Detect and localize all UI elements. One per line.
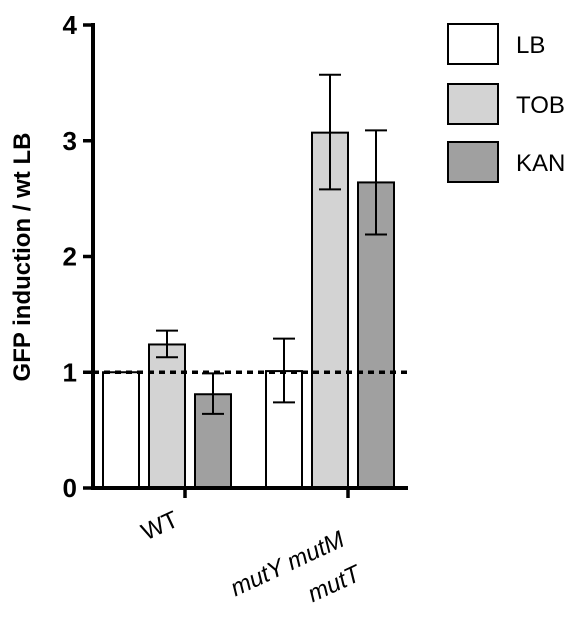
bar-kan-2 — [357, 181, 395, 489]
error-bar-kan-2 — [365, 129, 387, 236]
legend-swatch-kan — [447, 141, 499, 183]
legend-label-kan: KAN — [516, 150, 565, 177]
legend-swatch-tob — [447, 83, 499, 125]
legend-label-lb: LB — [516, 32, 545, 59]
y-tick-label-3: 3 — [63, 126, 77, 156]
axes-layer — [83, 23, 408, 498]
legend-item-kan: KAN — [447, 141, 565, 183]
legend-item-tob: TOB — [447, 83, 565, 125]
legend-label-tob: TOB — [516, 92, 565, 119]
y-tick-label-4: 4 — [63, 10, 78, 40]
error-bars-layer — [156, 73, 387, 415]
y-tick-label-1: 1 — [63, 357, 77, 387]
legend-swatch-lb — [447, 23, 499, 65]
category-label-1-line-1: WT — [137, 506, 183, 546]
bar-tob-1 — [148, 343, 186, 489]
y-axis-label: GFP induction / wt LB — [9, 133, 36, 382]
y-tick-label-0: 0 — [63, 473, 77, 503]
legend-item-lb: LB — [447, 23, 545, 65]
y-tick-label-2: 2 — [63, 242, 77, 272]
bar-tob-2 — [311, 131, 349, 490]
error-bar-tob-2 — [319, 73, 341, 191]
legend: LB TOB KAN — [447, 23, 565, 183]
bars-layer — [102, 131, 395, 490]
error-bar-tob-1 — [156, 329, 178, 359]
bar-lb-1 — [102, 371, 140, 489]
